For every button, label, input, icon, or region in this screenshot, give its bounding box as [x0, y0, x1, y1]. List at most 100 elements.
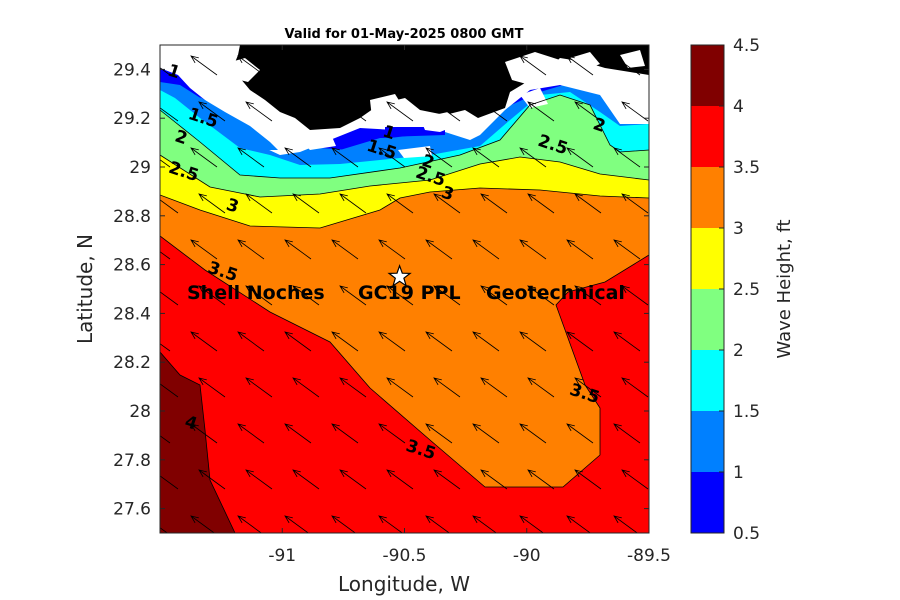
wind-arrow-44	[160, 251, 171, 260]
colorbar-tick-label-7: 4	[733, 97, 744, 117]
wind-arrow-103	[339, 469, 367, 490]
wind-arrow-13	[245, 101, 273, 122]
wind-arrow-0	[160, 67, 171, 76]
wind-arrow-94	[425, 423, 453, 444]
wind-arrow-55	[160, 291, 179, 306]
wind-arrow-1	[190, 55, 218, 76]
wind-arrow-95	[472, 423, 500, 444]
contour-label-7: 1	[380, 122, 397, 145]
wind-arrow-116	[425, 515, 450, 533]
wind-arrow-12	[198, 101, 226, 122]
contour-label-4: 3	[224, 195, 241, 218]
wind-arrow-113	[284, 515, 309, 533]
y-tick-label-1: 27.8	[113, 451, 151, 471]
wind-arrow-19	[527, 101, 555, 122]
wind-arrow-60	[386, 285, 414, 306]
colorbar-tick-label-2: 1.5	[733, 402, 760, 422]
wind-arrow-41	[527, 193, 555, 214]
wind-arrow-39	[433, 193, 461, 214]
wind-arrow-42	[574, 193, 602, 214]
wind-arrow-64	[574, 285, 602, 306]
wind-arrow-36	[292, 193, 320, 214]
colorbar-tick-label-0: 0.5	[733, 524, 760, 544]
wind-arrow-62	[480, 285, 508, 306]
wind-arrow-79	[245, 377, 273, 398]
wind-arrow-52	[519, 239, 547, 260]
wind-arrow-16	[386, 101, 414, 122]
wind-arrow-9	[566, 55, 594, 76]
wind-arrow-48	[331, 239, 359, 260]
x-tick-label-3: -89.5	[627, 546, 671, 566]
wind-arrow-47	[284, 239, 312, 260]
wind-arrow-49	[378, 239, 406, 260]
wind-arrow-106	[480, 469, 508, 490]
wind-arrow-75	[566, 331, 594, 352]
wind-arrow-34	[198, 193, 226, 214]
wind-arrows	[160, 55, 649, 533]
wind-arrow-118	[519, 515, 544, 533]
contour-label-11: 3	[439, 183, 456, 206]
wind-arrow-98	[613, 423, 641, 444]
wind-arrow-74	[519, 331, 547, 352]
wind-arrow-80	[292, 377, 320, 398]
wind-arrow-76	[613, 331, 641, 352]
y-tick-label-5: 28.6	[113, 256, 151, 276]
wind-arrow-101	[245, 469, 273, 490]
wind-arrow-81	[339, 377, 367, 398]
wind-arrow-112	[237, 515, 262, 533]
wind-arrow-68	[237, 331, 265, 352]
wind-arrow-93	[378, 423, 406, 444]
colorbar-band-2	[691, 350, 724, 411]
wind-arrow-114	[331, 515, 356, 533]
y-tick-label-8: 29.2	[113, 109, 151, 129]
coastline-marsh	[220, 50, 645, 158]
wind-arrow-17	[433, 101, 461, 122]
wind-arrow-26	[331, 147, 359, 168]
wind-arrow-3	[284, 55, 312, 76]
contour-label-2: 2	[172, 127, 189, 150]
wind-arrow-108	[574, 469, 602, 490]
wind-arrow-85	[527, 377, 555, 398]
wind-arrow-31	[566, 147, 594, 168]
y-tick-label-9: 29.4	[113, 60, 151, 80]
wind-arrow-54	[613, 239, 641, 260]
wind-arrow-59	[339, 285, 367, 306]
wind-arrow-82	[386, 377, 414, 398]
wind-arrow-111	[190, 515, 215, 533]
x-tick-label-1: -90.5	[383, 546, 427, 566]
wind-arrow-110	[160, 527, 168, 533]
colorbar-band-3	[691, 289, 724, 350]
wind-arrow-43	[621, 193, 649, 214]
wind-arrow-115	[378, 515, 403, 533]
wind-arrow-35	[245, 193, 273, 214]
colorbar-tick-label-3: 2	[733, 341, 744, 361]
nearshore-sky-tongue	[200, 97, 278, 150]
colorbar-band-0	[691, 472, 724, 533]
wind-arrow-5	[378, 55, 406, 76]
wind-arrow-40	[480, 193, 508, 214]
colorbar-band-4	[691, 228, 724, 289]
wind-arrow-65	[621, 285, 649, 306]
x-axis-label: Longitude, W	[338, 572, 470, 596]
wind-arrow-20	[574, 101, 602, 122]
wind-arrow-22	[160, 159, 171, 168]
wind-arrow-28	[425, 147, 453, 168]
wind-arrow-53	[566, 239, 594, 260]
x-axis-ticks: -91 -90.5 -90 -89.5	[268, 45, 671, 566]
wind-arrow-21	[621, 101, 649, 122]
wind-arrow-15	[339, 101, 367, 122]
wind-arrow-97	[566, 423, 594, 444]
wind-arrow-6	[425, 55, 453, 76]
wind-arrow-73	[472, 331, 500, 352]
wind-arrow-67	[190, 331, 218, 352]
wind-arrow-8	[519, 55, 547, 76]
y-tick-label-7: 29	[129, 158, 151, 178]
wind-arrow-102	[292, 469, 320, 490]
wind-arrow-51	[472, 239, 500, 260]
wind-arrow-104	[386, 469, 414, 490]
colorbar-tick-label-8: 4.5	[733, 36, 760, 56]
x-tick-label-2: -90	[513, 546, 541, 566]
y-tick-label-6: 28.8	[113, 207, 151, 227]
